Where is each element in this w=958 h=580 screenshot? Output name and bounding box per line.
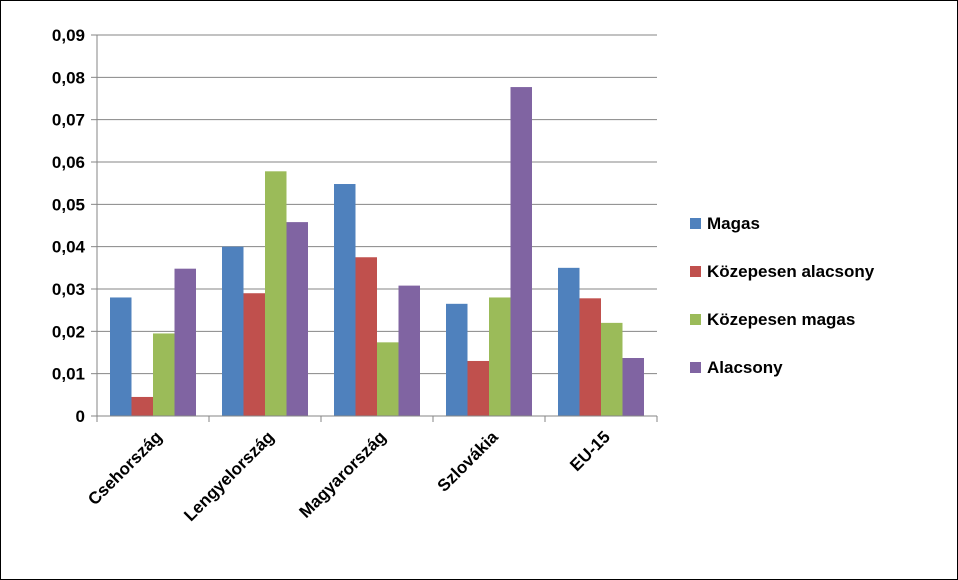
bar-közepesen-magas [377, 342, 399, 416]
axes [96, 35, 657, 417]
x-tick-label: Lengyelország [180, 427, 278, 525]
y-tick-label: 0,02 [52, 322, 85, 341]
legend-swatch [690, 362, 701, 373]
bar-közepesen-magas [489, 297, 511, 416]
y-tick-label: 0,07 [52, 111, 85, 130]
legend-swatch [690, 314, 701, 325]
legend-label: Magas [707, 214, 760, 233]
bar-alacsony [286, 222, 308, 416]
y-tick-label: 0 [76, 407, 85, 426]
y-tick-label: 0,08 [52, 68, 85, 87]
legend-label: Közepesen alacsony [707, 262, 875, 281]
legend-label: Alacsony [707, 358, 783, 377]
bar-alacsony [510, 87, 532, 416]
bar-alacsony [622, 358, 644, 416]
legend-label: Közepesen magas [707, 310, 855, 329]
y-axis-ticks: 0 0,01 0,02 0,03 0,04 0,05 0,06 0,07 0,08 0,09 [52, 26, 97, 426]
bar-közepesen-alacsony [355, 257, 377, 416]
bar-alacsony [398, 285, 420, 416]
y-tick-label: 0,03 [52, 280, 85, 299]
y-tick-label: 0,05 [52, 195, 85, 214]
bar-közepesen-magas [265, 171, 287, 416]
bar-közepesen-magas [601, 322, 623, 416]
y-tick-label: 0,06 [52, 153, 85, 172]
bar-közepesen-alacsony [243, 293, 265, 416]
legend-swatch [690, 266, 701, 277]
bar-közepesen-alacsony [467, 360, 489, 416]
bar-közepesen-alacsony [131, 396, 153, 416]
bar-magas [558, 267, 580, 416]
x-tick-label: Szlovákia [434, 427, 503, 496]
x-tick-label: EU-15 [566, 427, 614, 475]
y-tick-label: 0,04 [52, 238, 86, 257]
y-tick-label: 0,01 [52, 365, 85, 384]
bar-közepesen-magas [153, 333, 175, 416]
x-tick-label: Csehország [84, 427, 166, 509]
x-axis-ticks: Csehország Lengyelország Magyarország Szlov… [84, 416, 658, 525]
legend-swatch [690, 218, 701, 229]
legend: Magas Közepesen alacsony Közepesen magas Al… [690, 214, 875, 377]
bars [110, 87, 644, 416]
bar-magas [222, 246, 244, 416]
y-tick-label: 0,09 [52, 26, 85, 45]
bar-magas [334, 184, 356, 416]
bar-alacsony [174, 268, 196, 416]
bar-közepesen-alacsony [579, 298, 601, 416]
bar-magas [446, 303, 468, 416]
bar-magas [110, 297, 132, 416]
x-tick-label: Magyarország [296, 427, 390, 521]
